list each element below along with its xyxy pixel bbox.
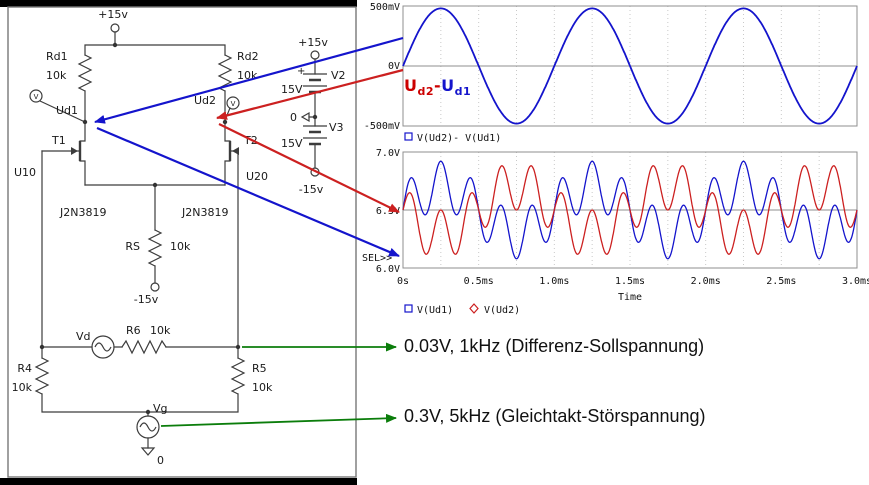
diff-label-red-part: Ud2- (404, 76, 442, 99)
r5-value: 10k (252, 381, 273, 394)
r6-value: 10k (150, 324, 171, 337)
zero-node-icon (300, 111, 310, 123)
resistor-rd2 (217, 54, 233, 92)
rs-value: 10k (170, 240, 191, 253)
rd2-value: 10k (237, 69, 258, 82)
r4-name: R4 (17, 362, 32, 375)
annotation-differential-source: 0.03V, 1kHz (Differenz-Sollspannung) (404, 336, 705, 356)
t2-label: T2 (243, 134, 258, 147)
vcc-label: +15v (98, 8, 128, 21)
v2-value: 15V (281, 83, 303, 96)
xtick-15ms: 1.5ms (615, 276, 645, 287)
v2-plus-mark: + (297, 66, 305, 77)
diff-label-blue-part: Ud1 (441, 76, 472, 99)
r6-name: R6 (126, 324, 141, 337)
junction-dots (39, 42, 318, 415)
differential-output-plot: 500mV 0V -500mV V(Ud2)- V(Ud1) (364, 2, 858, 144)
source-vd-symbol (91, 335, 115, 359)
difference-voltage-label: Ud2-Ud1 (404, 76, 471, 98)
circuit-schematic: V V +15v Rd1 10k Rd2 10k Ud1 Ud2 T1 T2 U… (7, 6, 357, 478)
supply-vee-label: -15v (299, 183, 324, 196)
resistor-rs (147, 229, 163, 267)
rd1-name: Rd1 (46, 50, 68, 63)
zero-node-label: 0 (290, 111, 297, 124)
ud1-label: Ud1 (56, 104, 78, 117)
time-axis-label: Time (618, 292, 642, 303)
svg-text:V: V (34, 93, 39, 101)
v3-value: 15V (281, 137, 303, 150)
supply-vcc-pin-icon (310, 50, 320, 60)
bot-ytick-60v: 6.0V (376, 264, 400, 275)
ground-icon (140, 447, 156, 456)
sel-label: SEL>> (362, 253, 392, 264)
t1-model-label: J2N3819 (59, 206, 106, 219)
bot-ytick-70v: 7.0V (376, 148, 400, 159)
voltage-probe-ud1-icon: V (29, 89, 43, 103)
battery-v2-symbol (303, 73, 327, 94)
svg-text:V: V (231, 100, 236, 108)
u10-label: U10 (14, 166, 36, 179)
r4-value: 10k (12, 381, 33, 394)
top-ytick-500mv: 500mV (370, 2, 400, 13)
t2-model-label: J2N3819 (181, 206, 228, 219)
top-border-bar (0, 0, 357, 7)
top-ytick-0v: 0V (388, 61, 400, 72)
vd-label: Vd (76, 330, 91, 343)
v2-name: V2 (331, 69, 346, 82)
xtick-10ms: 1.0ms (539, 276, 569, 287)
v3-name: V3 (329, 121, 344, 134)
xtick-05ms: 0.5ms (464, 276, 494, 287)
source-vg-symbol (136, 415, 160, 439)
battery-v3-symbol (303, 125, 327, 146)
xtick-20ms: 2.0ms (691, 276, 721, 287)
rs-name: RS (125, 240, 140, 253)
rd1-value: 10k (46, 69, 67, 82)
vee-pin-icon (150, 282, 160, 292)
resistor-r6 (121, 339, 167, 355)
vg-label: Vg (153, 402, 168, 415)
jfet-t1-symbol (71, 141, 82, 161)
r5-name: R5 (252, 362, 267, 375)
resistor-rd1 (77, 54, 93, 92)
legend-diamond-icon (469, 303, 479, 314)
trace-vud2-minus-vud1 (402, 7, 858, 125)
bot-legend-vud2: V(Ud2) (484, 305, 520, 316)
ud2-label: Ud2 (194, 94, 216, 107)
bot-legend-vud1: V(Ud1) (417, 305, 453, 316)
xtick-30ms: 3.0ms (842, 276, 869, 287)
voltage-probe-ud2-icon: V (226, 96, 240, 110)
supply-vee-pin-icon (310, 167, 320, 177)
bot-ytick-65v: 6.5V (376, 206, 400, 217)
legend-square-icon (404, 132, 413, 141)
xtick-25ms: 2.5ms (766, 276, 796, 287)
rd2-name: Rd2 (237, 50, 259, 63)
resistor-r5 (230, 357, 246, 395)
top-legend-label: V(Ud2)- V(Ud1) (417, 133, 501, 144)
u20-label: U20 (246, 170, 268, 183)
xtick-0s: 0s (397, 276, 409, 287)
trace-vud2 (402, 165, 858, 255)
drain-voltages-plot: 7.0V 6.5V 6.0V SEL>> 0s 0.5ms 1.0ms 1.5m… (362, 148, 869, 316)
vcc-pin-icon (110, 23, 120, 33)
supply-vcc-label: +15v (298, 36, 328, 49)
bottom-border-bar (0, 478, 357, 485)
resistor-r4 (34, 357, 50, 395)
annotation-common-mode-source: 0.3V, 5kHz (Gleichtakt-Störspannung) (404, 406, 706, 426)
top-ytick-neg500mv: -500mV (364, 121, 400, 132)
t1-label: T1 (51, 134, 66, 147)
vee-label: -15v (134, 293, 159, 306)
legend-square-icon (404, 304, 413, 313)
ground-zero-label: 0 (157, 454, 164, 467)
